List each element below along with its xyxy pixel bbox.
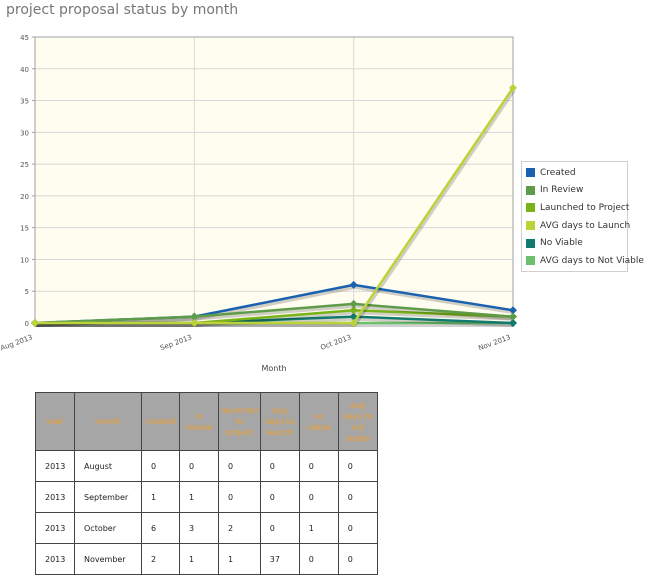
- table-cell: 0: [298, 543, 339, 575]
- table-cell: 0: [218, 481, 261, 513]
- data-point: [509, 306, 517, 315]
- legend-swatch: [526, 221, 535, 231]
- data-point: [190, 319, 199, 327]
- data-point: [349, 306, 358, 315]
- table-cell: 1: [298, 512, 339, 544]
- table-cell: 0: [298, 450, 339, 482]
- legend-item: No Viable: [526, 234, 623, 252]
- y-tick-label: 10: [20, 256, 29, 264]
- header-no-viable: no viable: [298, 392, 339, 451]
- y-tick-label: 20: [20, 193, 29, 201]
- table-cell: 0: [259, 481, 300, 513]
- table-header-row: year month created in review launched to…: [35, 392, 378, 451]
- header-avg-days-to-launch: avg days to launch: [259, 392, 300, 451]
- table-row: 2013 November 2 1 1 37 0 0: [35, 543, 378, 575]
- legend-swatch: [526, 256, 535, 266]
- table-cell: 0: [337, 450, 378, 482]
- data-point: [31, 319, 39, 327]
- y-tick-label: 30: [20, 129, 29, 137]
- table-cell: 3: [179, 512, 219, 544]
- header-in-review: in review: [179, 392, 219, 451]
- table-cell: 0: [337, 481, 378, 513]
- x-tick-label: Oct 2013: [319, 333, 352, 352]
- legend-swatch: [526, 185, 535, 195]
- series-line-3: [35, 87, 515, 325]
- series-line-1: [34, 302, 514, 325]
- legend-swatch: [526, 168, 535, 178]
- table-cell: 0: [259, 450, 300, 482]
- y-tick-label: 45: [20, 34, 29, 42]
- table-cell: 37: [259, 543, 300, 575]
- table-cell: 1: [218, 543, 261, 575]
- header-launched-to-project: launched to project: [218, 392, 261, 451]
- y-tick-label: 15: [20, 225, 29, 233]
- legend-swatch: [526, 203, 535, 213]
- x-tick-label: Sep 2013: [159, 333, 193, 352]
- y-tick-label: 0: [25, 320, 29, 328]
- table-cell: 2013: [35, 512, 75, 544]
- page-title: project proposal status by month: [6, 2, 239, 18]
- legend-item: In Review: [526, 182, 623, 200]
- table-cell: 0: [337, 543, 378, 575]
- data-point: [190, 312, 199, 321]
- table-cell: 2013: [35, 543, 75, 575]
- legend-item: AVG days to Not Viable: [526, 252, 644, 270]
- table-cell: 1: [141, 481, 180, 513]
- data-point: [349, 319, 358, 327]
- line-chart: 0 5 10 15 20 25 30 35 40 45 Aug 2013 Sep 2013 Oct 20…: [0, 34, 517, 373]
- table-cell: 0: [259, 512, 300, 544]
- legend-label: No Viable: [540, 238, 583, 249]
- legend-label: In Review: [540, 185, 584, 196]
- table-cell: 0: [298, 481, 339, 513]
- series-shadow: [36, 88, 516, 327]
- data-point: [509, 319, 517, 327]
- table-cell: August: [74, 450, 142, 482]
- plot-background: [35, 37, 513, 323]
- data-point: [349, 280, 358, 289]
- y-tick-label: 5: [25, 288, 29, 296]
- table-row: 2013 September 1 1 0 0 0 0: [35, 481, 378, 513]
- data-point: [509, 83, 517, 92]
- table-cell: 0: [218, 450, 261, 482]
- table-cell: September: [74, 481, 142, 513]
- legend-label: AVG days to Launch: [540, 220, 631, 231]
- table-cell: 2013: [35, 450, 75, 482]
- y-tick-label: 25: [20, 161, 29, 169]
- x-axis-label: Month: [261, 364, 286, 373]
- table-cell: 2013: [35, 481, 75, 513]
- data-table: year month created in review launched to…: [35, 392, 378, 575]
- header-month: month: [74, 392, 142, 451]
- x-tick-label: Nov 2013: [477, 333, 511, 352]
- data-point: [349, 299, 358, 308]
- legend-swatch: [526, 238, 535, 248]
- table-row: 2013 October 6 3 2 0 1 0: [35, 512, 378, 544]
- header-created: created: [141, 392, 180, 451]
- table-cell: 0: [337, 512, 378, 544]
- series-shadow: [36, 310, 515, 327]
- table-cell: 0: [141, 450, 180, 482]
- header-year: year: [35, 392, 75, 451]
- table-cell: 2: [141, 543, 180, 575]
- table-cell: November: [74, 543, 142, 575]
- legend-label: Launched to Project: [540, 202, 630, 213]
- table-cell: 1: [179, 543, 219, 575]
- table-cell: 1: [179, 481, 219, 513]
- x-tick-label: Aug 2013: [0, 333, 34, 352]
- chart-legend: Created In Review Launched to Project AVG d…: [521, 161, 644, 272]
- legend-item: Created: [526, 164, 623, 182]
- header-avg-days-to-not-viable: avg days to not viable: [337, 392, 378, 451]
- y-tick-label: 40: [20, 66, 29, 74]
- legend-item: AVG days to Launch: [526, 217, 630, 235]
- table-cell: October: [74, 512, 142, 544]
- legend-item: Launched to Project: [526, 199, 629, 217]
- y-tick-label: 35: [20, 98, 29, 106]
- table-row: 2013 August 0 0 0 0 0 0: [35, 450, 378, 482]
- table-cell: 0: [179, 450, 219, 482]
- table-cell: 6: [141, 512, 180, 544]
- data-point: [509, 312, 517, 321]
- legend-label: AVG days to Not Viable: [540, 255, 644, 266]
- legend-label: Created: [540, 167, 576, 178]
- table-cell: 2: [218, 512, 261, 544]
